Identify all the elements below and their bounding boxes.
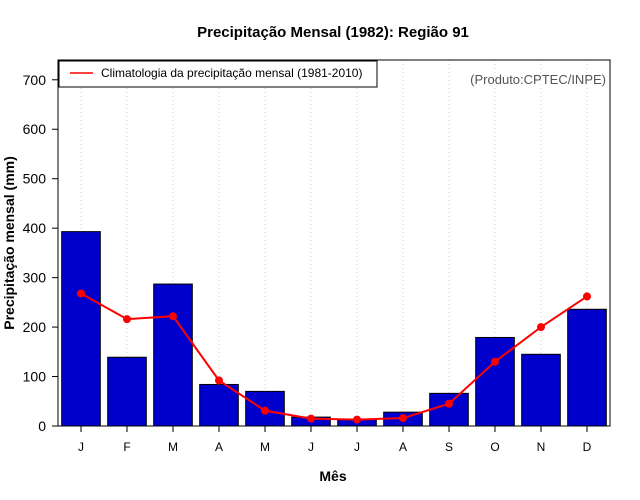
- y-tick-label: 700: [23, 72, 47, 88]
- climatology-point-6: [307, 414, 315, 423]
- bar-4: [199, 383, 239, 427]
- y-axis: 0 100 200 300 400 500 600 700: [23, 72, 58, 434]
- bar-2: [107, 356, 147, 427]
- x-tick-label: J: [78, 440, 84, 454]
- bar-1: [61, 231, 101, 427]
- x-tick-label: N: [537, 440, 546, 454]
- climatology-point-5: [261, 406, 269, 415]
- y-tick-label: 300: [23, 270, 47, 286]
- x-tick-label: A: [399, 440, 407, 454]
- climatology-point-4: [215, 376, 223, 385]
- plot-frame: [57, 59, 611, 427]
- y-tick-label: 400: [23, 220, 47, 236]
- chart-title: Precipitação Mensal (1982): Região 91: [197, 24, 469, 41]
- x-tick-label: F: [123, 440, 130, 454]
- legend-entry-climatology: Climatologia da precipitação mensal (198…: [101, 66, 362, 80]
- climatology-point-11: [537, 323, 545, 332]
- x-tick-label: M: [260, 440, 270, 454]
- x-tick-label: J: [354, 440, 360, 454]
- x-tick-label: O: [490, 440, 499, 454]
- y-tick-label: 0: [38, 418, 46, 434]
- legend-box: [58, 60, 378, 88]
- climatology-point-3: [169, 312, 177, 321]
- climatology-line: [77, 289, 591, 424]
- climatology-series-line: [80, 292, 588, 421]
- climatology-point-9: [445, 399, 453, 408]
- x-tick-label: M: [168, 440, 178, 454]
- bar-12: [567, 308, 607, 427]
- x-tick-label: A: [215, 440, 223, 454]
- x-tick-label: D: [583, 440, 592, 454]
- credit-annotation: (Produto:CPTEC/INPE): [470, 72, 606, 87]
- y-axis-label: Precipitação mensal (mm): [1, 156, 17, 330]
- bar-9: [429, 392, 469, 427]
- bars: [61, 231, 607, 427]
- climatology-point-7: [353, 415, 361, 424]
- y-tick-label: 200: [23, 319, 47, 335]
- x-tick-label: J: [308, 440, 314, 454]
- climatology-point-12: [583, 292, 591, 301]
- y-tick-label: 100: [23, 369, 47, 385]
- bar-3: [153, 283, 193, 427]
- y-tick-label: 500: [23, 171, 47, 187]
- x-tick-label: S: [445, 440, 453, 454]
- y-tick-label: 600: [23, 121, 47, 137]
- climatology-point-1: [77, 289, 85, 298]
- x-axis-label: Mês: [319, 468, 346, 484]
- climatology-point-2: [123, 315, 131, 324]
- legend: Climatologia da precipitação mensal (198…: [58, 60, 378, 88]
- bar-11: [521, 353, 561, 427]
- climatology-point-8: [399, 414, 407, 423]
- climatology-point-10: [491, 357, 499, 366]
